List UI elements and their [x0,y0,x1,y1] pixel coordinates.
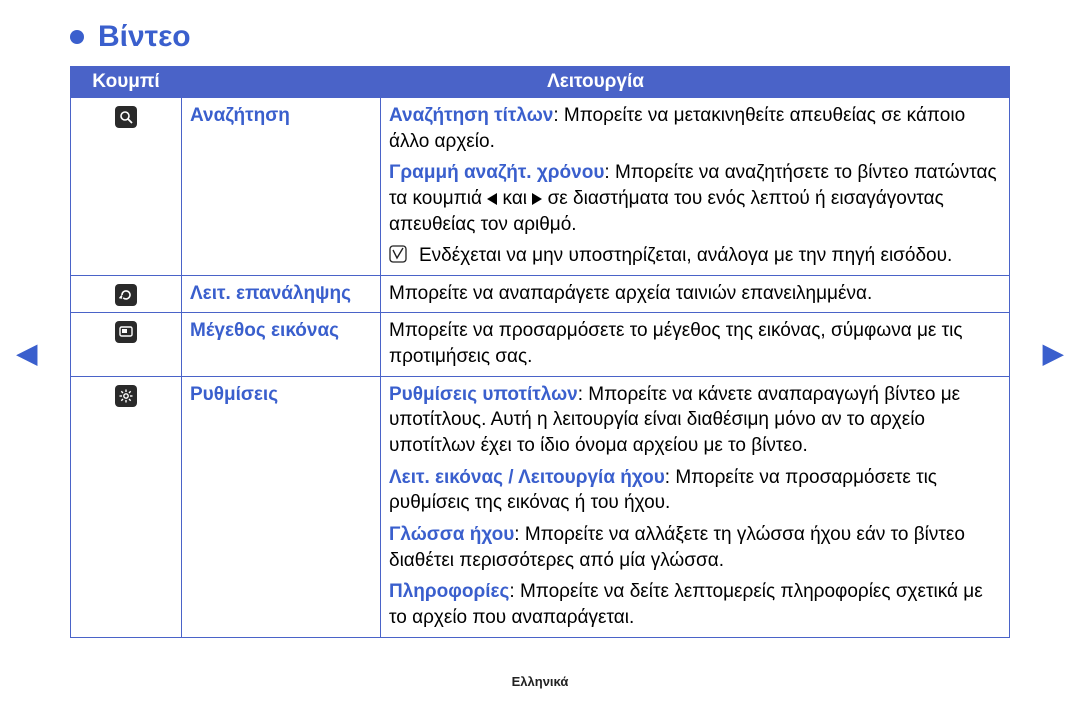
function-name: Μέγεθος εικόνας [181,313,381,375]
right-arrow-icon [532,193,542,205]
title-bullet-icon [70,30,84,44]
function-name: Λειτ. επανάληψης [181,276,381,313]
gear-icon [115,385,137,407]
desc-text: και [497,188,532,209]
desc-label: Πληροφορίες [389,581,509,602]
function-desc: Μπορείτε να προσαρμόσετε το μέγεθος της … [381,313,1009,375]
header-operation: Λειτουργία [181,67,1009,97]
function-desc: Μπορείτε να αναπαράγετε αρχεία ταινιών ε… [381,276,1009,313]
table-row: Λειτ. επανάληψης Μπορείτε να αναπαράγετε… [71,275,1009,313]
table-row: Μέγεθος εικόνας Μπορείτε να προσαρμόσετε… [71,312,1009,375]
button-cell [71,313,181,375]
table-row: Ρυθμίσεις Ρυθμίσεις υποτίτλων: Μπορείτε … [71,376,1009,637]
table-header: Κουμπί Λειτουργία [71,67,1009,97]
functions-table: Κουμπί Λειτουργία Αναζήτηση Αναζήτηση τί… [70,66,1010,638]
desc-label: Ρυθμίσεις υποτίτλων [389,384,578,405]
button-cell [71,98,181,275]
repeat-icon [115,284,137,306]
footer-language: Ελληνικά [0,674,1080,689]
note-text: Ενδέχεται να μην υποστηρίζεται, ανάλογα … [419,243,952,269]
desc-label: Γραμμή αναζήτ. χρόνου [389,162,604,183]
note-icon [389,243,409,269]
search-icon [115,106,137,128]
table-row: Αναζήτηση Αναζήτηση τίτλων: Μπορείτε να … [71,97,1009,275]
picture-size-icon [115,321,137,343]
desc-label: Αναζήτηση τίτλων [389,105,553,126]
desc-label: Γλώσσα ήχου [389,524,514,545]
function-desc: Ρυθμίσεις υποτίτλων: Μπορείτε να κάνετε … [381,377,1009,637]
button-cell [71,377,181,637]
button-cell [71,276,181,313]
header-button: Κουμπί [71,67,181,97]
next-page-arrow[interactable]: ▶ [1042,336,1064,369]
page-title: Βίντεο [98,20,191,54]
note: Ενδέχεται να μην υποστηρίζεται, ανάλογα … [389,243,1001,269]
desc-label: Λειτ. εικόνας / Λειτουργία ήχου [389,467,665,488]
page-title-row: Βίντεο [70,20,1010,54]
function-name: Αναζήτηση [181,98,381,275]
prev-page-arrow[interactable]: ◀ [16,336,38,369]
left-arrow-icon [487,193,497,205]
function-name: Ρυθμίσεις [181,377,381,637]
function-desc: Αναζήτηση τίτλων: Μπορείτε να μετακινηθε… [381,98,1009,275]
